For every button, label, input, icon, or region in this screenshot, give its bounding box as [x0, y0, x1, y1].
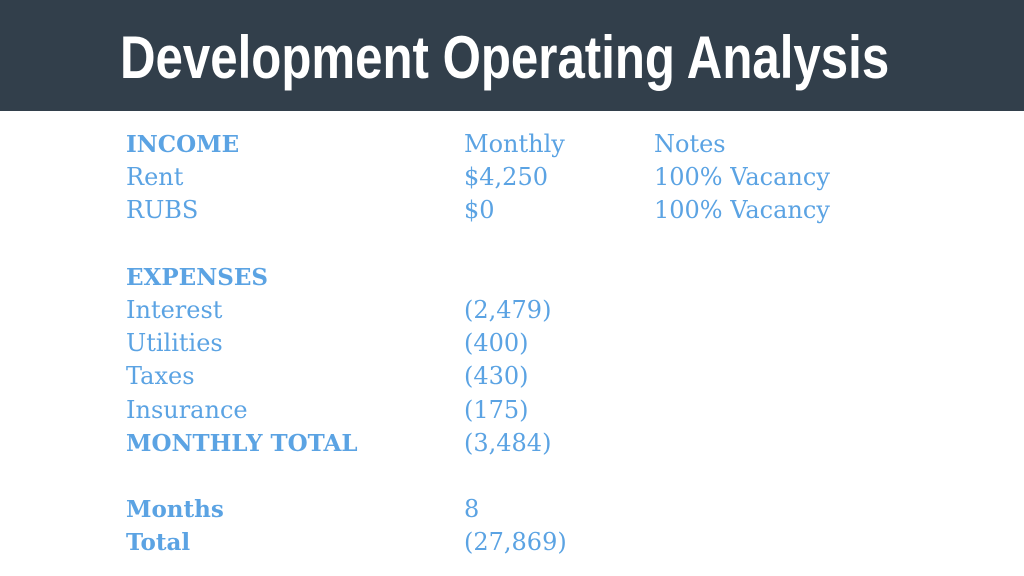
row-monthly-value: $4,250: [464, 163, 548, 192]
table-row: Rent $4,250 100% Vacancy: [126, 161, 986, 194]
row-label: Insurance: [126, 395, 248, 424]
operating-analysis-table: INCOME Monthly Notes Rent $4,250 100% Va…: [126, 128, 986, 559]
notes-column-header: Notes: [654, 130, 726, 158]
row-monthly-value: (2,479): [464, 295, 552, 324]
monthly-column-header: Monthly: [464, 130, 565, 158]
row-monthly-value: (430): [464, 362, 529, 391]
total-value: (27,869): [464, 528, 567, 557]
months-label: Months: [126, 496, 224, 524]
row-label: Utilities: [126, 329, 223, 358]
table-row: Insurance (175): [126, 394, 986, 427]
row-label: Taxes: [126, 362, 195, 391]
monthly-total-row: MONTHLY TOTAL (3,484): [126, 427, 986, 460]
table-row: Taxes (430): [126, 360, 986, 393]
title-bar: Development Operating Analysis: [0, 0, 1024, 111]
expenses-header: EXPENSES: [126, 263, 268, 291]
monthly-total-label: MONTHLY TOTAL: [126, 429, 358, 457]
row-monthly-value: (175): [464, 395, 529, 424]
row-label: Interest: [126, 295, 223, 324]
months-row: Months 8: [126, 493, 986, 526]
table-row: Utilities (400): [126, 327, 986, 360]
total-row: Total (27,869): [126, 526, 986, 559]
row-monthly-value: (400): [464, 329, 529, 358]
income-header-row: INCOME Monthly Notes: [126, 128, 986, 161]
page-title: Development Operating Analysis: [120, 24, 890, 91]
row-label: Rent: [126, 163, 184, 192]
table-row: Interest (2,479): [126, 294, 986, 327]
table-row: RUBS $0 100% Vacancy: [126, 194, 986, 227]
total-label: Total: [126, 529, 191, 557]
row-notes: 100% Vacancy: [654, 163, 830, 192]
row-notes: 100% Vacancy: [654, 196, 830, 225]
row-label: RUBS: [126, 196, 199, 225]
spacer-row: [126, 460, 986, 493]
months-value: 8: [464, 495, 480, 524]
income-header: INCOME: [126, 131, 240, 158]
expenses-header-row: EXPENSES: [126, 261, 986, 294]
spacer-row: [126, 228, 986, 261]
row-monthly-value: $0: [464, 196, 495, 225]
monthly-total-value: (3,484): [464, 428, 552, 457]
